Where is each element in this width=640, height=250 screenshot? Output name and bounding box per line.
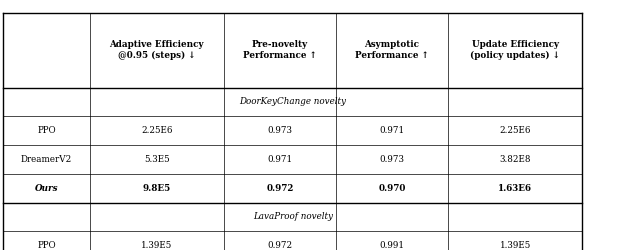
Text: 3.82E8: 3.82E8	[499, 155, 531, 164]
Text: 1.39E5: 1.39E5	[141, 241, 172, 250]
Text: DreamerV2: DreamerV2	[20, 155, 72, 164]
Text: 1.63E6: 1.63E6	[498, 184, 532, 193]
Text: Asymptotic
Performance ↑: Asymptotic Performance ↑	[355, 40, 429, 60]
Text: DoorKeyChange novelty: DoorKeyChange novelty	[239, 98, 346, 106]
Text: 0.971: 0.971	[268, 155, 292, 164]
Text: 1.39E5: 1.39E5	[500, 241, 531, 250]
Text: 2.25E6: 2.25E6	[141, 126, 173, 135]
Text: 0.991: 0.991	[380, 241, 404, 250]
Text: 2.25E6: 2.25E6	[499, 126, 531, 135]
Text: LavaProof novelty: LavaProof novelty	[253, 212, 333, 222]
Text: 0.972: 0.972	[266, 184, 294, 193]
Text: Ours: Ours	[35, 184, 58, 193]
Text: 9.8E5: 9.8E5	[143, 184, 171, 193]
Text: Pre-novelty
Performance ↑: Pre-novelty Performance ↑	[243, 40, 317, 60]
Text: 0.971: 0.971	[380, 126, 404, 135]
Text: 0.973: 0.973	[380, 155, 404, 164]
Text: Update Efficiency
(policy updates) ↓: Update Efficiency (policy updates) ↓	[470, 40, 560, 60]
Text: 0.970: 0.970	[378, 184, 406, 193]
Text: Adaptive Efficiency
@0.95 (steps) ↓: Adaptive Efficiency @0.95 (steps) ↓	[109, 40, 204, 60]
Text: 0.973: 0.973	[268, 126, 292, 135]
Text: PPO: PPO	[37, 126, 56, 135]
Text: 5.3E5: 5.3E5	[144, 155, 170, 164]
Text: 0.972: 0.972	[268, 241, 292, 250]
Text: PPO: PPO	[37, 241, 56, 250]
